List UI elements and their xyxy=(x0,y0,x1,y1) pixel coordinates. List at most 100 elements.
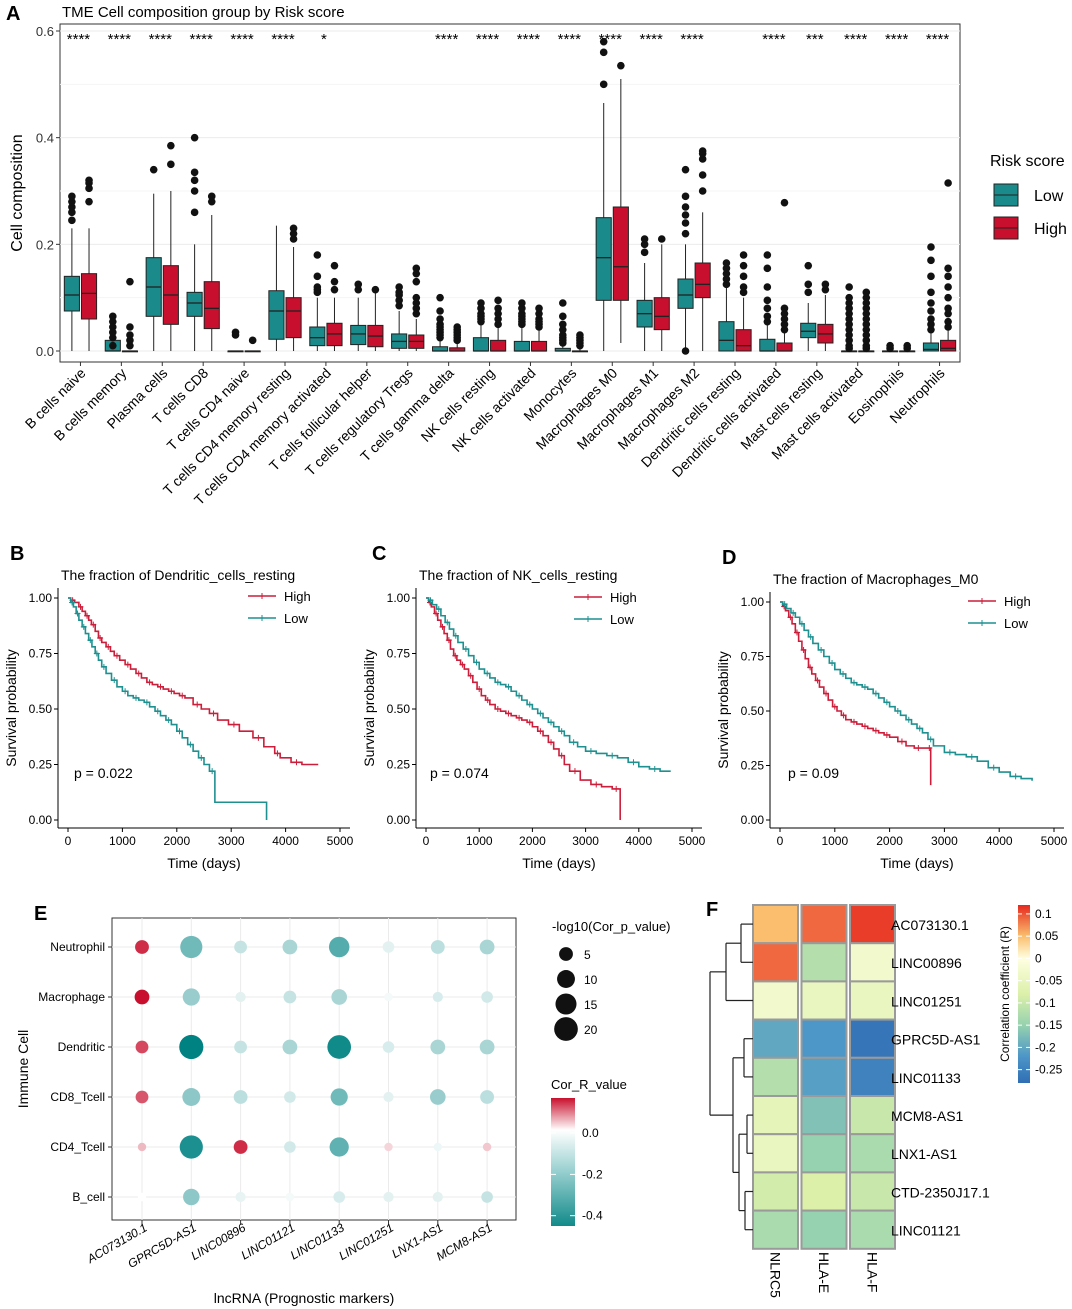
dot xyxy=(481,1191,493,1203)
censor-mark xyxy=(1012,773,1019,780)
row-label: CTD-2350J17.1 xyxy=(891,1184,990,1200)
panel-letter-a: A xyxy=(6,3,20,25)
censor-mark xyxy=(484,670,491,677)
p-value: p = 0.022 xyxy=(74,765,133,781)
censor-mark xyxy=(452,652,459,659)
box-low-outlier xyxy=(518,299,526,307)
box-low-outlier xyxy=(804,261,813,270)
significance-label: **** xyxy=(885,31,909,48)
box-low-outlier xyxy=(722,259,731,267)
dot xyxy=(135,940,149,954)
censor-mark xyxy=(926,745,933,752)
size-legend-dot xyxy=(559,947,573,961)
censor-mark xyxy=(427,597,434,604)
y-tick-label: 0.6 xyxy=(36,24,54,39)
box-high-outlier xyxy=(780,315,789,323)
legend-label: High xyxy=(284,589,311,604)
box-high-outlier xyxy=(85,184,93,193)
censor-mark xyxy=(165,717,172,724)
box-high-outlier xyxy=(167,141,175,150)
y-tick-label: 1.00 xyxy=(741,595,765,609)
box-low-outlier xyxy=(804,280,813,289)
box-low-outlier xyxy=(149,165,158,174)
y-axis-label: Survival probability xyxy=(715,651,731,769)
box-high-outlier xyxy=(780,325,789,334)
box-high-outlier xyxy=(739,261,748,270)
heatmap-cell xyxy=(752,1056,799,1098)
box-low-outlier xyxy=(68,192,76,201)
box-high-outlier xyxy=(248,336,257,345)
heatmap-cell xyxy=(800,1209,848,1250)
censor-mark xyxy=(133,694,139,701)
y-tick-label: 0.2 xyxy=(36,237,54,252)
censor-mark xyxy=(80,623,87,630)
box-high-outlier xyxy=(862,320,871,329)
censor-mark xyxy=(194,701,201,708)
censor-mark xyxy=(793,629,800,636)
significance-label: **** xyxy=(435,31,459,48)
censor-mark xyxy=(187,741,194,748)
box-low-outlier xyxy=(313,283,322,291)
censor-mark xyxy=(122,688,129,695)
box-high-outlier xyxy=(330,261,339,270)
box-low-outlier xyxy=(845,299,853,307)
box-low-outlier xyxy=(927,243,935,251)
x-tick-label: 0 xyxy=(423,834,430,848)
censor-mark xyxy=(861,684,868,691)
box-high-outlier xyxy=(780,309,789,318)
significance-label: **** xyxy=(271,31,295,48)
censor-mark xyxy=(135,670,142,677)
box-high-outlier xyxy=(780,304,789,313)
color-legend-label: 0.0 xyxy=(582,1126,599,1140)
heatmap-cell xyxy=(800,942,848,983)
row-label: LINC01121 xyxy=(891,1223,961,1239)
dot xyxy=(330,1088,348,1106)
panel-letter-e: E xyxy=(34,903,47,925)
size-legend-dot xyxy=(557,970,575,988)
box-low-outlier xyxy=(558,299,567,307)
y-tick-label: 0.75 xyxy=(29,647,53,661)
y-tick-label: Neutrophil xyxy=(50,940,105,954)
box-low-outlier xyxy=(763,312,772,321)
censor-mark xyxy=(90,621,97,628)
panel-e-dotplot: AC073130.1GPRC5D-AS1LINC00896LINC01121LI… xyxy=(15,917,671,1306)
heatmap-cell xyxy=(849,942,896,983)
censor-mark xyxy=(905,716,912,723)
column-label: HLA-E xyxy=(816,1252,832,1293)
dot xyxy=(180,935,203,959)
box-low-outlier xyxy=(681,347,690,355)
dot xyxy=(429,1089,446,1105)
y-tick-label: 0.25 xyxy=(387,758,411,772)
dot xyxy=(284,1141,296,1153)
censor-mark xyxy=(850,679,857,686)
significance-label: **** xyxy=(108,31,132,48)
censor-mark xyxy=(87,637,94,644)
legend-censor xyxy=(979,620,985,626)
box-low-outlier xyxy=(599,80,608,89)
legend-censor xyxy=(979,598,985,604)
censor-mark xyxy=(473,659,480,666)
box-low-outlier xyxy=(681,192,690,201)
censor-mark xyxy=(93,650,100,657)
dot xyxy=(479,939,495,955)
box-high-box xyxy=(203,281,220,330)
box-high-outlier xyxy=(862,336,871,345)
box-high-outlier xyxy=(944,317,952,326)
dot xyxy=(179,1034,204,1060)
censor-mark xyxy=(433,610,440,617)
box-high-outlier xyxy=(126,341,134,350)
box-high-outlier xyxy=(85,197,93,206)
box-low-outlier xyxy=(681,165,690,174)
box-high-outlier xyxy=(862,293,871,302)
box-low-box xyxy=(309,326,326,347)
x-tick-label: B cells memory xyxy=(51,365,130,444)
y-tick-label: 0.50 xyxy=(741,704,765,718)
y-tick-label: 0.50 xyxy=(29,702,53,716)
censor-mark xyxy=(84,612,91,619)
y-tick-label: 0.25 xyxy=(741,759,765,773)
box-high-outlier xyxy=(944,304,952,313)
box-low-outlier xyxy=(108,333,117,342)
colorbar-label: -0.05 xyxy=(1035,974,1063,988)
censor-mark xyxy=(168,688,175,695)
x-axis-label: Time (days) xyxy=(522,855,595,871)
